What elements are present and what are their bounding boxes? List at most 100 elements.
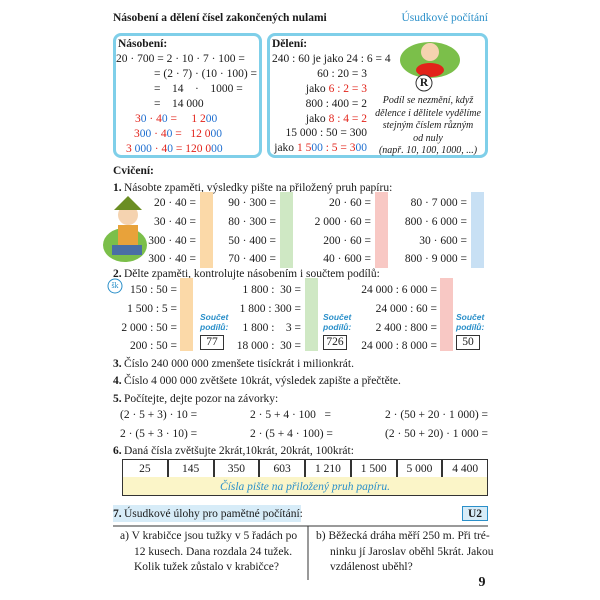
page-title: Násobení a dělení čísel zakončených nula… — [113, 12, 327, 24]
table-number: 145 — [182, 463, 200, 475]
task: 200 : 50 = — [129, 340, 177, 353]
exercise-number: 5. — [113, 393, 122, 405]
exercise-text: Číslo 240 000 000 zmenšete tisíckrát i m… — [124, 358, 354, 370]
task-text: b) Běžecká dráha měří 250 m. Při tré- — [316, 530, 490, 542]
table-number: 5 000 — [406, 463, 433, 475]
segment: = — [172, 143, 186, 155]
task-text: a) V krabičce jsou tužky v 5 řadách po — [120, 530, 298, 542]
segment: 1 2 — [191, 113, 206, 125]
task: 300 · 40 = — [148, 253, 196, 266]
paper-strip — [180, 278, 193, 351]
segment: 00 — [211, 143, 223, 155]
exercise-text: Násobte zpaměti, výsledky pište na přilo… — [124, 182, 393, 194]
sum-label: Součet podílů: — [323, 312, 352, 332]
word: jako — [274, 142, 295, 154]
table-number: 1 210 — [314, 463, 341, 475]
task: 20 · 40 = — [154, 197, 196, 209]
task: 2 · (5 + 4 · 100) = — [250, 428, 333, 440]
topic-label: Úsudkové počítání — [401, 12, 488, 24]
task: 20 · 60 = — [329, 197, 371, 209]
paper-strip — [200, 192, 213, 268]
task-text: ninku jí Jaroslav oběhl 5krát. Jakou — [330, 545, 494, 558]
note-row — [122, 477, 488, 496]
segment: 00 — [205, 113, 218, 125]
table-number: 25 — [139, 463, 151, 475]
task: 2 400 : 800 = — [375, 321, 437, 334]
equation-line: = 14 · 1000 = — [154, 83, 243, 95]
segment: 3 — [134, 128, 140, 140]
exercise-number: 7. — [113, 508, 122, 520]
task: 24 000 : 8 000 = — [361, 340, 437, 353]
exercise-text: Dělte zpaměti, kontrolujte násobením i s… — [124, 268, 380, 280]
segment: 6 : 2 = 3 — [328, 83, 367, 95]
segment: 120 0 — [185, 143, 212, 155]
rule-text: od nuly — [413, 132, 443, 144]
segment: 00 — [139, 128, 152, 140]
segment: = — [172, 128, 191, 140]
exercise-text: Úsudkové úlohy pro pamětné počítání: — [124, 508, 303, 520]
rule-text: Podíl se nezmění, když — [382, 95, 474, 106]
sum-label: Součet podílů: — [200, 312, 229, 332]
table-number: 603 — [273, 463, 291, 475]
task: 2 000 : 50 = — [121, 321, 177, 334]
segment: 00 — [311, 142, 323, 154]
task: 1 800 : 30 = — [242, 284, 301, 296]
exercise-number: 4. — [113, 375, 122, 387]
page-number: 9 — [478, 575, 486, 590]
task: 90 · 300 = — [228, 197, 276, 209]
segment: 0 — [166, 128, 173, 140]
task: 800 · 9 000 = — [404, 253, 467, 266]
girl-illustration — [400, 42, 460, 78]
segment: 3 — [126, 143, 132, 155]
exercise-number: 2. — [113, 268, 122, 280]
segment: · 4 — [151, 128, 167, 140]
task: 80 · 300 = — [228, 215, 276, 228]
rule-badge-circle — [415, 74, 433, 92]
sum-box: 50 — [456, 335, 480, 350]
task: 800 · 6 000 = — [404, 215, 467, 228]
exercise-text: Daná čísla zvětšujte 2krát,10krát, 20krá… — [124, 445, 354, 457]
segment: 00 — [355, 142, 368, 154]
task: 40 · 600 = — [323, 253, 371, 266]
segment: 00 — [210, 128, 222, 140]
task: 30 · 600 = — [419, 234, 467, 247]
task-highlight — [113, 505, 301, 522]
task: 2 · (5 + 3 · 10) = — [120, 428, 198, 440]
table-number: 4 400 — [452, 463, 479, 475]
sum-box: 726 — [323, 335, 347, 350]
analogy-line: jako 6 : 2 = 3 — [306, 82, 367, 96]
example-line: 3 000 · 40 = 120 000 — [126, 142, 223, 156]
segment: · 4 — [146, 113, 162, 125]
box-heading: Násobení: — [118, 38, 168, 50]
exercise-text: Počítejte, dejte pozor na závorky: — [124, 393, 279, 405]
task: 2 000 · 60 = — [314, 215, 371, 228]
paper-strip — [375, 192, 388, 268]
rule-text: stejným číslem různým — [382, 120, 474, 131]
rule-badge: R — [419, 77, 429, 89]
task-text: vzdálenost uběhl? — [330, 561, 413, 573]
segment: 0 — [140, 113, 147, 125]
multiplication-box — [113, 33, 262, 158]
task: 150 : 50 = — [129, 284, 177, 296]
task: 70 · 400 = — [228, 253, 276, 266]
table-number: 1 500 — [360, 463, 387, 475]
paper-strip — [280, 192, 293, 268]
segment: 0 — [167, 143, 173, 155]
equation-line: = (2 · 7) · (10 · 100) = — [154, 68, 258, 80]
exercises-heading: Cvičení: — [113, 165, 154, 177]
equation-line: 240 : 60 je jako 24 : 6 = 4 — [272, 53, 391, 65]
rule-text: dělence i dělitele vydělíme — [375, 107, 481, 119]
sum-label: Součet podílů: — [456, 312, 485, 332]
task: 50 · 400 = — [228, 234, 276, 247]
word: jako — [305, 112, 326, 125]
paper-strip — [440, 278, 453, 351]
equation-line: = 14 000 — [154, 98, 204, 110]
task: 1 800 : 300 = — [239, 302, 301, 315]
equation-line: 15 000 : 50 = 300 — [285, 127, 367, 139]
equation-line: 20 · 700 = 2 · 10 · 7 · 100 = — [116, 53, 245, 65]
boy-illustration — [103, 196, 147, 262]
example-line: 30 · 40 = 1 200 — [135, 112, 217, 126]
segment: 000 — [131, 143, 152, 155]
